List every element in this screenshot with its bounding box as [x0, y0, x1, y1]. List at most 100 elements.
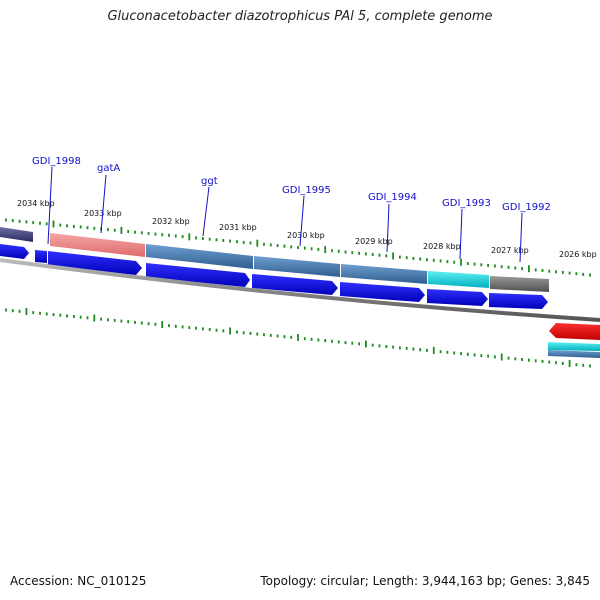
- feature-gdi-1995[interactable]: [254, 256, 340, 277]
- minor-tick: [249, 241, 252, 245]
- gene-arrow[interactable]: [340, 282, 425, 302]
- kbp-tick-track-upper: [5, 218, 591, 277]
- gene-label-gdi-1994[interactable]: GDI_1994: [368, 192, 417, 203]
- minor-tick: [5, 308, 7, 312]
- minor-tick: [378, 344, 381, 348]
- gene-arrow[interactable]: [489, 293, 548, 309]
- major-tick: [500, 353, 503, 361]
- minor-tick: [426, 348, 428, 352]
- minor-tick: [344, 250, 347, 254]
- kbp-label: 2028 kbp: [423, 242, 461, 251]
- minor-tick: [358, 251, 360, 255]
- minor-tick: [161, 233, 164, 237]
- minor-tick: [134, 230, 136, 234]
- gene-label-gdi-1998[interactable]: GDI_1998: [32, 156, 81, 167]
- minor-tick: [39, 221, 41, 225]
- minor-tick: [331, 249, 333, 253]
- gene-arrow[interactable]: [0, 244, 29, 259]
- minor-tick: [487, 354, 489, 358]
- major-tick: [432, 347, 435, 354]
- gene-label-gdi-1992[interactable]: GDI_1992: [502, 202, 551, 213]
- minor-tick: [195, 236, 197, 240]
- kbp-label: 2034 kbp: [17, 199, 55, 208]
- gene-arrow[interactable]: [35, 250, 47, 263]
- minor-tick: [494, 355, 496, 359]
- minor-tick: [32, 311, 35, 315]
- major-tick: [93, 314, 96, 322]
- minor-tick: [215, 328, 218, 332]
- minor-tick: [365, 252, 367, 256]
- minor-tick: [45, 222, 48, 226]
- minor-tick: [269, 333, 272, 337]
- minor-tick: [222, 329, 225, 333]
- minor-tick: [460, 352, 462, 356]
- minor-tick: [351, 341, 354, 345]
- minor-tick: [555, 270, 557, 274]
- gene-arrows: [0, 244, 548, 309]
- gene-label-gata[interactable]: gatA: [97, 163, 120, 174]
- kbp-tick-track-lower: [5, 308, 591, 368]
- minor-tick: [256, 332, 259, 336]
- minor-tick: [371, 253, 374, 256]
- minor-tick: [297, 246, 299, 249]
- minor-tick: [466, 262, 469, 265]
- minor-tick: [378, 253, 381, 257]
- major-tick: [297, 334, 299, 341]
- gene-label-gdi-1995[interactable]: GDI_1995: [282, 185, 331, 196]
- gene-label-ggt[interactable]: ggt: [201, 176, 218, 187]
- minor-tick: [229, 239, 231, 243]
- minor-tick: [507, 356, 510, 360]
- minor-tick: [541, 269, 544, 272]
- minor-tick: [589, 364, 591, 368]
- minor-tick: [127, 230, 130, 233]
- minor-tick: [453, 351, 456, 355]
- minor-tick: [263, 242, 265, 246]
- kbp-label: 2026 kbp: [559, 250, 597, 259]
- minor-tick: [331, 339, 333, 343]
- minor-tick: [93, 226, 96, 230]
- minor-tick: [548, 269, 551, 273]
- minor-tick: [215, 238, 218, 242]
- feature-red-arrow[interactable]: [549, 323, 600, 340]
- minor-tick: [392, 345, 394, 349]
- minor-tick: [548, 360, 551, 364]
- feature-gdi-1992[interactable]: [490, 276, 549, 292]
- feature-cyan[interactable]: [548, 342, 600, 351]
- feature-steel[interactable]: [548, 350, 600, 358]
- gene-arrow[interactable]: [252, 274, 338, 295]
- minor-tick: [303, 246, 306, 250]
- major-tick: [324, 246, 327, 254]
- minor-tick: [528, 358, 530, 362]
- minor-tick: [589, 273, 591, 277]
- minor-tick: [276, 244, 279, 248]
- major-tick: [229, 327, 231, 335]
- minor-tick: [514, 266, 517, 270]
- minor-tick: [11, 219, 14, 223]
- minor-tick: [344, 341, 347, 345]
- gene-arrow[interactable]: [146, 263, 250, 287]
- minor-tick: [18, 309, 21, 313]
- minor-tick: [575, 272, 578, 276]
- major-tick: [120, 226, 123, 234]
- gene-label-gdi-1993[interactable]: GDI_1993: [442, 198, 491, 209]
- minor-tick: [582, 272, 585, 276]
- minor-tick: [514, 357, 517, 361]
- gene-arrow[interactable]: [427, 289, 488, 306]
- minor-tick: [337, 249, 340, 253]
- minor-tick: [290, 335, 293, 339]
- minor-tick: [582, 363, 585, 367]
- feature-gdi-1994[interactable]: [341, 264, 427, 284]
- minor-tick: [487, 263, 489, 267]
- feature-gata[interactable]: [50, 233, 145, 257]
- minor-tick: [453, 260, 456, 264]
- minor-tick: [127, 320, 130, 324]
- kbp-label: 2027 kbp: [491, 246, 529, 255]
- feature-ggt[interactable]: [146, 244, 253, 269]
- feature-gdi-1993[interactable]: [428, 271, 489, 288]
- feature-gdi-1999[interactable]: [0, 227, 33, 242]
- major-tick: [528, 265, 530, 273]
- minor-tick: [195, 326, 197, 330]
- minor-tick: [66, 224, 68, 228]
- gene-arrow[interactable]: [48, 251, 142, 275]
- minor-tick: [385, 254, 388, 258]
